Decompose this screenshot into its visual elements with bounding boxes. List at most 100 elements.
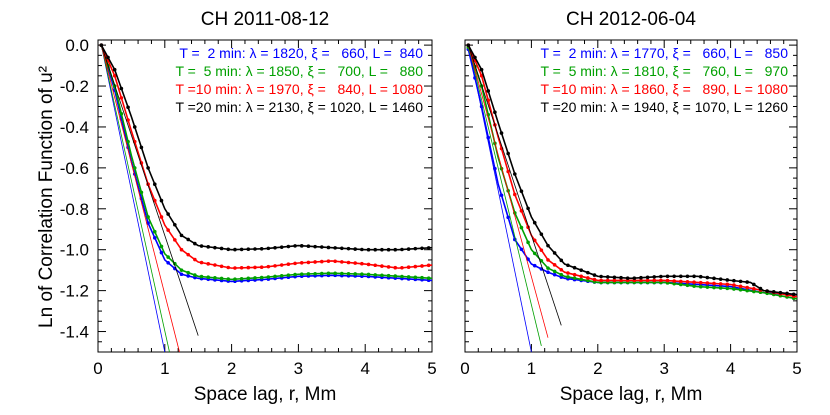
data-point — [785, 291, 789, 296]
data-point — [672, 281, 676, 286]
data-point — [266, 275, 271, 279]
data-point — [672, 279, 676, 283]
data-point — [685, 274, 690, 279]
data-point — [373, 247, 378, 252]
data-point — [146, 215, 150, 219]
data-point — [499, 131, 504, 135]
data-point — [698, 274, 703, 279]
data-point — [213, 276, 217, 280]
data-point — [380, 264, 384, 268]
data-point — [692, 284, 696, 288]
data-point — [552, 272, 557, 277]
data-point — [373, 273, 378, 277]
data-point — [186, 270, 190, 275]
data-point — [366, 247, 371, 252]
y-tick-label: 0.0 — [65, 36, 89, 55]
data-point — [745, 280, 749, 284]
data-point — [326, 259, 331, 263]
data-point — [132, 166, 137, 170]
data-point — [319, 271, 324, 276]
data-point — [586, 270, 590, 275]
data-point — [586, 276, 590, 280]
data-point — [420, 246, 424, 251]
data-point — [679, 274, 683, 279]
data-point — [752, 286, 756, 291]
x-tick-label: 0 — [93, 359, 102, 378]
data-point — [179, 272, 184, 277]
data-point — [725, 286, 730, 291]
data-point — [313, 271, 317, 276]
data-point — [226, 265, 231, 270]
data-point — [473, 55, 477, 60]
data-point — [479, 104, 484, 109]
data-point — [346, 246, 351, 251]
data-point — [159, 250, 164, 255]
data-point — [346, 260, 351, 265]
data-point — [219, 276, 224, 281]
data-point — [546, 270, 550, 275]
data-point — [146, 166, 150, 170]
x-tick-label: 2 — [593, 359, 602, 378]
data-point — [186, 252, 190, 257]
data-point — [152, 182, 157, 187]
data-point — [106, 55, 110, 60]
data-point — [765, 289, 769, 293]
data-point — [293, 261, 297, 266]
data-point — [552, 251, 557, 255]
data-point — [705, 285, 710, 289]
data-point — [718, 286, 723, 290]
data-point — [738, 284, 743, 289]
data-point — [612, 278, 617, 283]
y-tick-label: -0.4 — [60, 118, 89, 137]
data-point — [519, 247, 524, 252]
data-point — [173, 222, 177, 227]
data-point — [306, 272, 311, 276]
data-point — [293, 272, 297, 277]
x-tick-label: 0 — [460, 359, 469, 378]
data-point — [725, 282, 730, 287]
data-point — [420, 264, 424, 268]
data-point — [745, 285, 749, 290]
data-point — [546, 266, 550, 270]
data-point — [233, 247, 237, 252]
data-point — [213, 263, 217, 267]
legend-entry: T =20 min: λ = 1940, ξ = 1070, L = 1260 — [540, 99, 788, 115]
data-point — [738, 279, 743, 284]
data-point — [253, 265, 257, 270]
series-3 — [99, 43, 433, 336]
y-tick-label: -0.2 — [60, 77, 89, 96]
fit-line — [467, 45, 549, 338]
x-tick-label: 4 — [360, 359, 369, 378]
data-point — [112, 67, 117, 72]
legend-entry: T = 2 min: λ = 1820, ξ = 660, L = 840 — [179, 45, 423, 61]
x-tick-label: 2 — [227, 359, 236, 378]
data-point — [226, 247, 231, 252]
data-point — [239, 247, 244, 252]
data-point — [139, 145, 144, 150]
data-point — [665, 274, 670, 279]
data-point — [413, 264, 418, 269]
data-point — [239, 266, 244, 270]
data-point — [732, 278, 736, 283]
data-point — [426, 246, 431, 250]
data-point — [386, 273, 391, 278]
data-point — [426, 276, 431, 280]
data-point — [319, 245, 324, 249]
data-point — [132, 125, 137, 129]
data-point — [319, 259, 324, 264]
data-point — [119, 96, 124, 100]
legend-entry: T = 5 min: λ = 1810, ξ = 760, L = 970 — [540, 63, 788, 79]
data-point — [266, 264, 271, 269]
data-point — [718, 282, 723, 286]
data-point — [552, 269, 557, 274]
chart-title-left: CH 2011-08-12 — [201, 9, 330, 30]
data-point — [625, 276, 630, 280]
data-point — [420, 275, 424, 280]
data-point — [246, 265, 251, 270]
data-point — [466, 43, 471, 47]
data-point — [393, 265, 398, 270]
data-point — [725, 278, 730, 282]
data-point — [632, 276, 637, 280]
chart-title-right: CH 2012-06-04 — [566, 9, 696, 30]
data-point — [259, 265, 264, 269]
